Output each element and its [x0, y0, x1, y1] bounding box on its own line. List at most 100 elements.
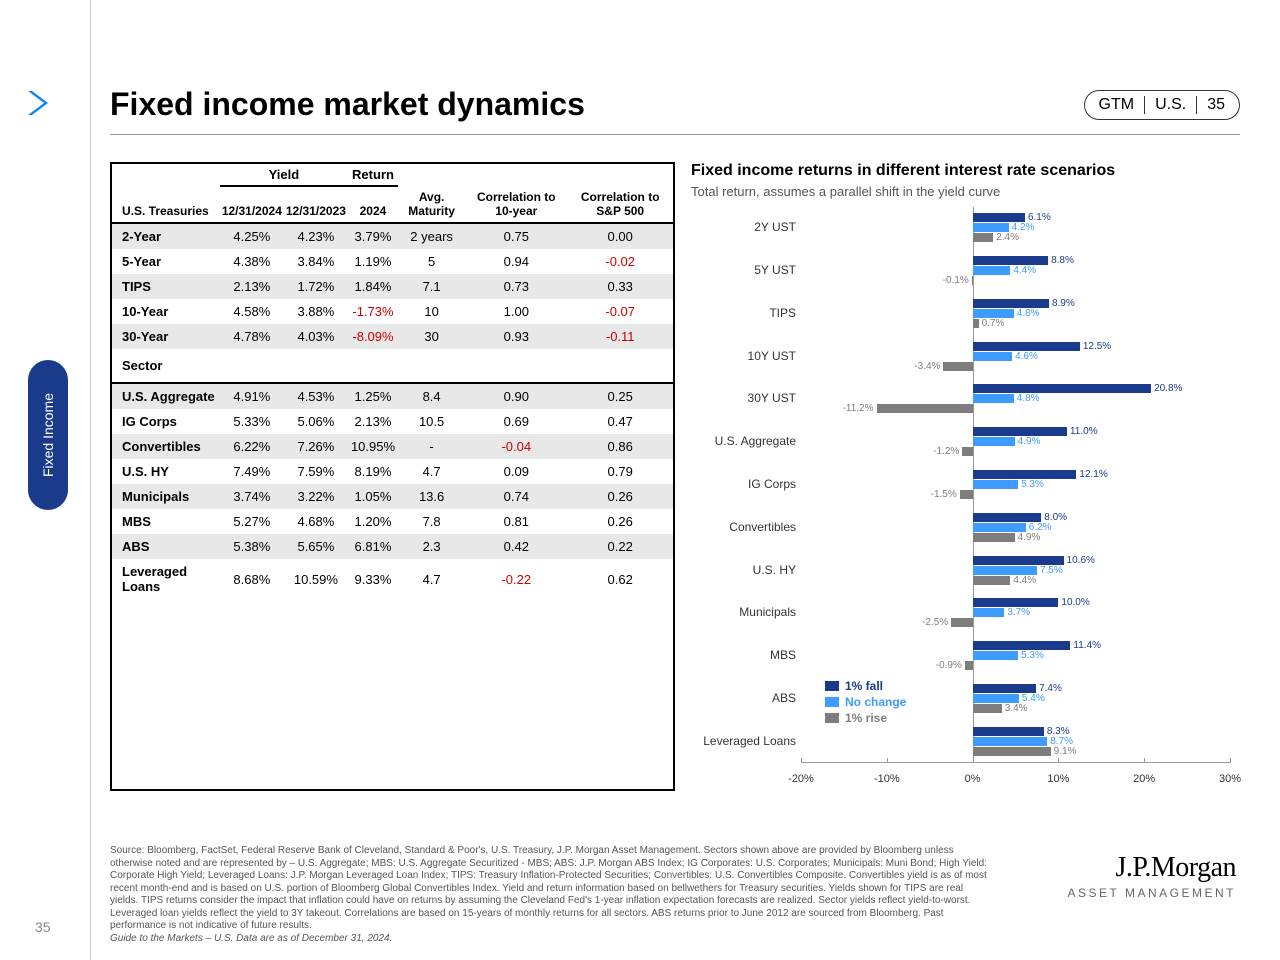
table-row: 10-Year4.58%3.88%-1.73%101.00-0.07	[112, 299, 673, 324]
table-row: ABS5.38%5.65%6.81%2.30.420.22	[112, 534, 673, 559]
bar-value-label: 3.7%	[1007, 607, 1030, 618]
category-label: 30Y UST	[691, 391, 796, 405]
bar-value-label: 4.6%	[1015, 351, 1038, 362]
table-row: MBS5.27%4.68%1.20%7.80.810.26	[112, 509, 673, 534]
bar	[973, 480, 1018, 489]
footer-source: Source: Bloomberg, FactSet, Federal Rese…	[110, 845, 987, 931]
bar	[973, 576, 1011, 585]
category-label: Municipals	[691, 605, 796, 619]
bar-value-label: 11.0%	[1070, 426, 1098, 437]
main-content: YieldReturnU.S. Treasuries12/31/202412/3…	[110, 162, 1240, 791]
header-pill: GTM U.S. 35	[1084, 90, 1240, 120]
bar	[960, 490, 973, 499]
bar	[973, 470, 1077, 479]
bar	[973, 384, 1151, 393]
fixed-income-table: YieldReturnU.S. Treasuries12/31/202412/3…	[110, 162, 675, 791]
legend: 1% fallNo change1% rise	[825, 679, 906, 727]
bar	[973, 566, 1037, 575]
category-label: U.S. Aggregate	[691, 434, 796, 448]
bar	[877, 404, 973, 413]
footer-guide: Guide to the Markets – U.S. Data are as …	[110, 933, 392, 944]
bar-value-label: 5.3%	[1021, 650, 1044, 661]
bar	[965, 661, 973, 670]
logo-line2: ASSET MANAGEMENT	[1068, 886, 1236, 900]
bar	[973, 352, 1012, 361]
chart-title: Fixed income returns in different intere…	[691, 162, 1240, 180]
x-tick: 10%	[1047, 773, 1069, 785]
page-title: Fixed income market dynamics	[110, 86, 585, 123]
bar-value-label: 3.4%	[1005, 703, 1028, 714]
category-label: 5Y UST	[691, 263, 796, 277]
category-label: Convertibles	[691, 520, 796, 534]
bar	[973, 694, 1019, 703]
bar-value-label: 12.1%	[1079, 469, 1107, 480]
section-tab: Fixed Income	[28, 360, 68, 510]
bar	[973, 233, 994, 242]
bar-value-label: 10.6%	[1067, 555, 1095, 566]
table-row: U.S. HY7.49%7.59%8.19%4.70.090.79	[112, 459, 673, 484]
category-label: ABS	[691, 691, 796, 705]
x-tick: -20%	[788, 773, 814, 785]
bar	[951, 618, 972, 627]
table-row: U.S. Aggregate4.91%4.53%1.25%8.40.900.25	[112, 383, 673, 409]
bar	[973, 256, 1049, 265]
chevron-right-icon	[22, 87, 54, 124]
x-tick: 30%	[1219, 773, 1241, 785]
bar-value-label: 11.4%	[1073, 640, 1101, 651]
bar	[973, 513, 1042, 522]
bar	[962, 447, 972, 456]
bar	[973, 427, 1067, 436]
table-row: IG Corps5.33%5.06%2.13%10.50.690.47	[112, 409, 673, 434]
bar-value-label: 5.3%	[1021, 479, 1044, 490]
bar	[973, 266, 1011, 275]
bar-value-label: 4.4%	[1013, 265, 1036, 276]
category-label: MBS	[691, 648, 796, 662]
x-tick: 0%	[965, 773, 981, 785]
bar-value-label: 12.5%	[1083, 341, 1111, 352]
bar	[973, 556, 1064, 565]
bar-value-label: 4.8%	[1017, 393, 1040, 404]
bar-value-label: 20.8%	[1154, 383, 1182, 394]
category-label: U.S. HY	[691, 563, 796, 577]
bar	[973, 223, 1009, 232]
bar	[973, 213, 1025, 222]
category-label: 10Y UST	[691, 349, 796, 363]
bar-value-label: -3.4%	[914, 361, 940, 372]
bar-value-label: -1.2%	[933, 446, 959, 457]
chart-area: Fixed income returns in different intere…	[691, 162, 1240, 791]
bar-value-label: -2.5%	[922, 617, 948, 628]
bar-value-label: 4.9%	[1018, 436, 1041, 447]
bar	[973, 641, 1071, 650]
legend-item: 1% rise	[825, 711, 906, 725]
section-tab-label: Fixed Income	[40, 393, 56, 477]
bar-value-label: -0.9%	[936, 660, 962, 671]
bar	[973, 319, 979, 328]
bar-value-label: 2.4%	[996, 232, 1019, 243]
footer-text: Source: Bloomberg, FactSet, Federal Rese…	[110, 845, 990, 945]
chart-subtitle: Total return, assumes a parallel shift i…	[691, 184, 1240, 199]
table-row: 2-Year4.25%4.23%3.79%2 years0.750.00	[112, 223, 673, 249]
x-tick: 20%	[1133, 773, 1155, 785]
bar-chart: 6.1%4.2%2.4%8.8%4.4%-0.1%8.9%4.8%0.7%12.…	[691, 207, 1240, 791]
bar	[973, 523, 1026, 532]
bar-value-label: 4.4%	[1013, 575, 1036, 586]
table-row: 5-Year4.38%3.84%1.19%50.94-0.02	[112, 249, 673, 274]
bar	[973, 747, 1051, 756]
category-label: IG Corps	[691, 477, 796, 491]
pill-gtm: GTM	[1099, 96, 1146, 114]
bar-value-label: -11.2%	[843, 403, 874, 414]
bar	[973, 737, 1048, 746]
jpmorgan-logo: J.P.Morgan ASSET MANAGEMENT	[1068, 852, 1236, 900]
bar	[973, 704, 1002, 713]
page-number-left: 35	[35, 919, 51, 935]
bar	[973, 651, 1018, 660]
bar	[973, 299, 1049, 308]
header-rule	[110, 134, 1240, 135]
bar	[973, 598, 1059, 607]
table-row: Leveraged Loans8.68%10.59%9.33%4.7-0.220…	[112, 559, 673, 599]
pill-region: U.S.	[1155, 96, 1197, 114]
bar	[973, 342, 1080, 351]
bar-value-label: 10.0%	[1061, 597, 1089, 608]
bar	[973, 309, 1014, 318]
category-label: TIPS	[691, 306, 796, 320]
